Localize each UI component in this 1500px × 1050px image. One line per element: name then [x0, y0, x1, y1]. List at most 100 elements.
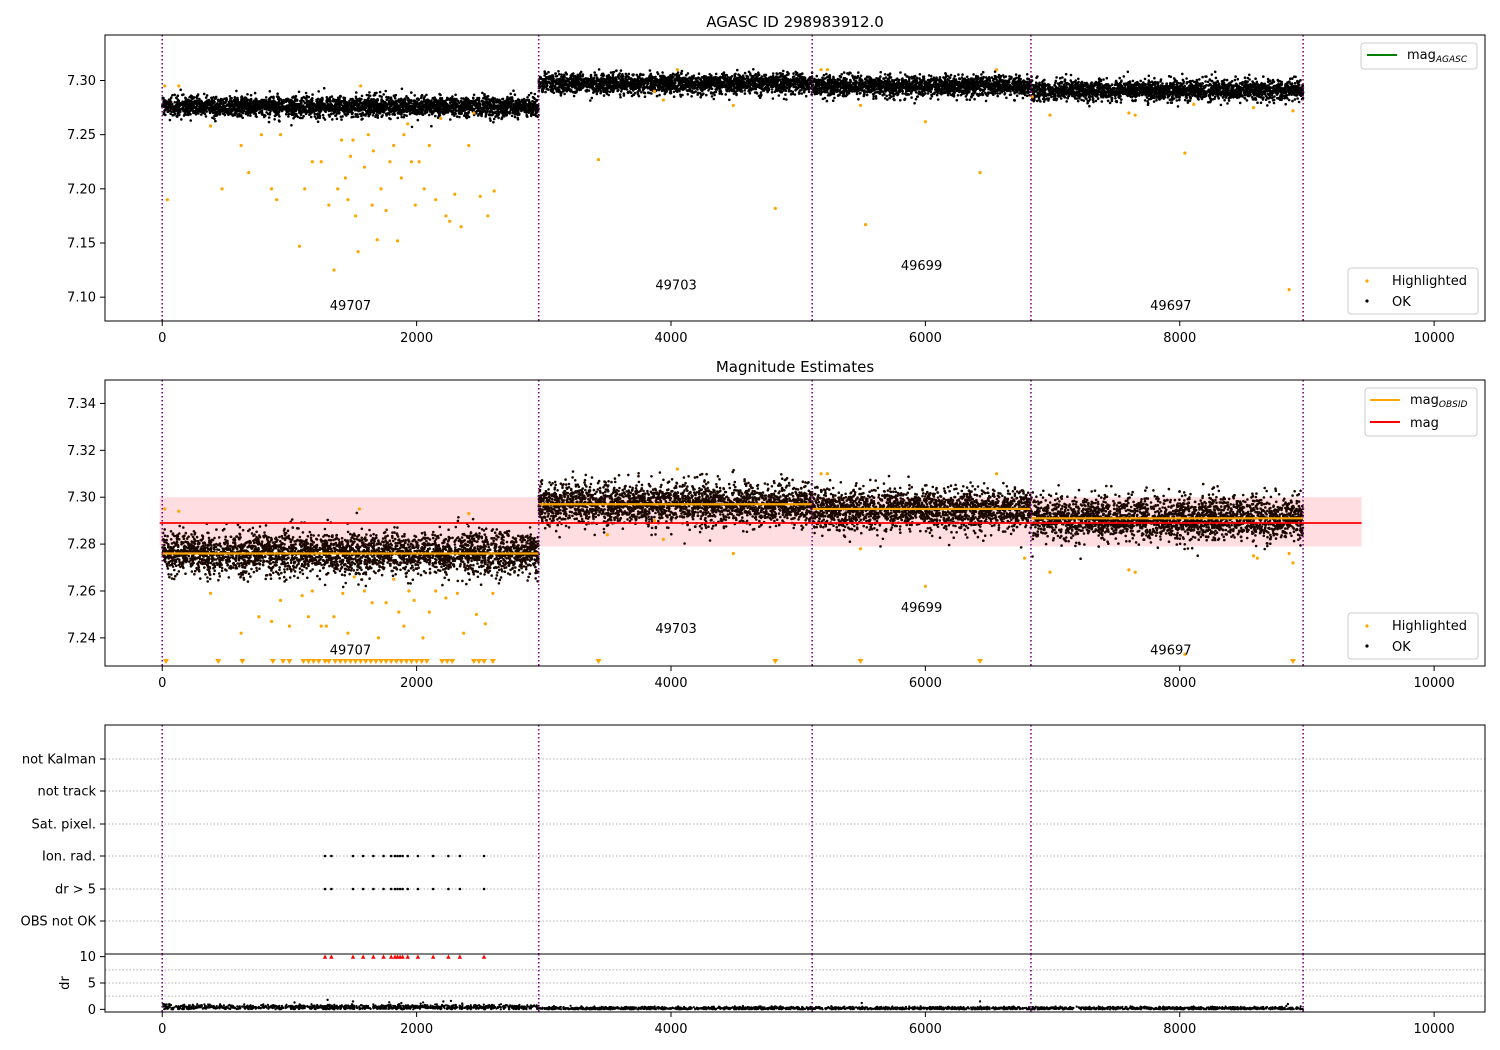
ok-point [290, 109, 294, 112]
ok-point [492, 98, 495, 101]
ok-point [782, 97, 786, 101]
ok-point [686, 72, 690, 75]
ok-point [518, 101, 522, 105]
ok-point [450, 104, 453, 107]
ok-point [508, 111, 512, 115]
ok-point [479, 113, 482, 116]
ok-point [218, 103, 221, 107]
ok-point [466, 102, 470, 105]
ok-point [481, 91, 484, 95]
ok-point [184, 107, 187, 110]
ok-point [186, 108, 190, 111]
ok-point [342, 102, 346, 105]
ok-point [301, 107, 305, 110]
ok-point [276, 92, 279, 95]
ok-point [416, 118, 420, 122]
ok-point [510, 114, 514, 118]
ok-point [267, 116, 271, 119]
ok-point [460, 97, 463, 100]
ok-point [224, 104, 228, 108]
ok-point [204, 108, 207, 112]
ok-point [587, 89, 591, 92]
ok-point [452, 111, 456, 115]
ok-point [328, 96, 332, 99]
ok-point [322, 116, 325, 120]
ok-point [341, 108, 345, 112]
ok-point [205, 94, 209, 97]
ok-point [183, 104, 186, 108]
ok-point [320, 96, 324, 100]
ok-point [619, 69, 623, 72]
ok-point [253, 108, 256, 111]
ok-point [532, 96, 536, 100]
ok-point [589, 99, 592, 102]
ok-point [183, 110, 187, 113]
ok-point [304, 91, 308, 95]
ok-point [381, 114, 384, 117]
ok-point [326, 106, 330, 109]
ok-point [510, 105, 513, 109]
ok-point [425, 93, 428, 97]
ok-point [491, 101, 495, 104]
ok-point [350, 110, 353, 113]
ok-point [274, 110, 278, 114]
ok-point [572, 94, 576, 98]
ok-point [198, 106, 202, 109]
ok-point [394, 93, 398, 97]
ok-point [370, 101, 373, 104]
ok-point [318, 102, 322, 106]
ok-point [260, 110, 264, 114]
ok-point [267, 112, 270, 116]
ok-point [527, 105, 531, 108]
ok-point [267, 120, 271, 124]
ok-point [309, 115, 313, 119]
ok-point [294, 112, 297, 116]
ok-point [214, 96, 217, 100]
ok-point [800, 92, 804, 95]
ok-point [240, 95, 244, 98]
ok-point [389, 110, 393, 114]
ok-point [336, 103, 340, 107]
ok-point [189, 94, 193, 97]
ok-point [346, 112, 350, 116]
ok-point [228, 95, 232, 98]
ok-point [412, 99, 416, 102]
ok-point [490, 106, 494, 109]
ok-point [445, 96, 449, 100]
ok-point [400, 113, 403, 116]
ok-point [284, 105, 287, 109]
ok-point [454, 101, 457, 104]
ok-point [707, 89, 710, 92]
ok-point [253, 105, 256, 108]
ok-point [310, 110, 313, 113]
ok-point [278, 115, 281, 118]
ok-point [639, 72, 642, 76]
ok-point [770, 91, 774, 94]
ok-point [389, 96, 393, 99]
ok-point [627, 72, 631, 76]
ok-point [368, 94, 372, 98]
ok-point [354, 112, 357, 116]
ok-point [460, 112, 463, 115]
ok-point [215, 106, 219, 110]
ok-point [466, 98, 470, 101]
ok-point [752, 68, 755, 71]
ok-point [284, 112, 288, 116]
ok-point [794, 88, 798, 91]
ok-point [290, 124, 293, 127]
ok-point [465, 113, 468, 116]
ok-point [497, 100, 501, 104]
ok-point [358, 97, 362, 100]
ok-point [515, 104, 519, 108]
ok-point [593, 71, 596, 74]
ok-point [211, 100, 215, 103]
ok-point [164, 108, 167, 111]
ok-point [448, 108, 451, 111]
ok-point [311, 93, 314, 96]
ok-point [262, 115, 266, 119]
ok-point [180, 118, 183, 121]
ok-point [242, 109, 246, 113]
ok-point [313, 112, 317, 116]
ok-point [602, 94, 606, 97]
ok-point [383, 101, 387, 105]
